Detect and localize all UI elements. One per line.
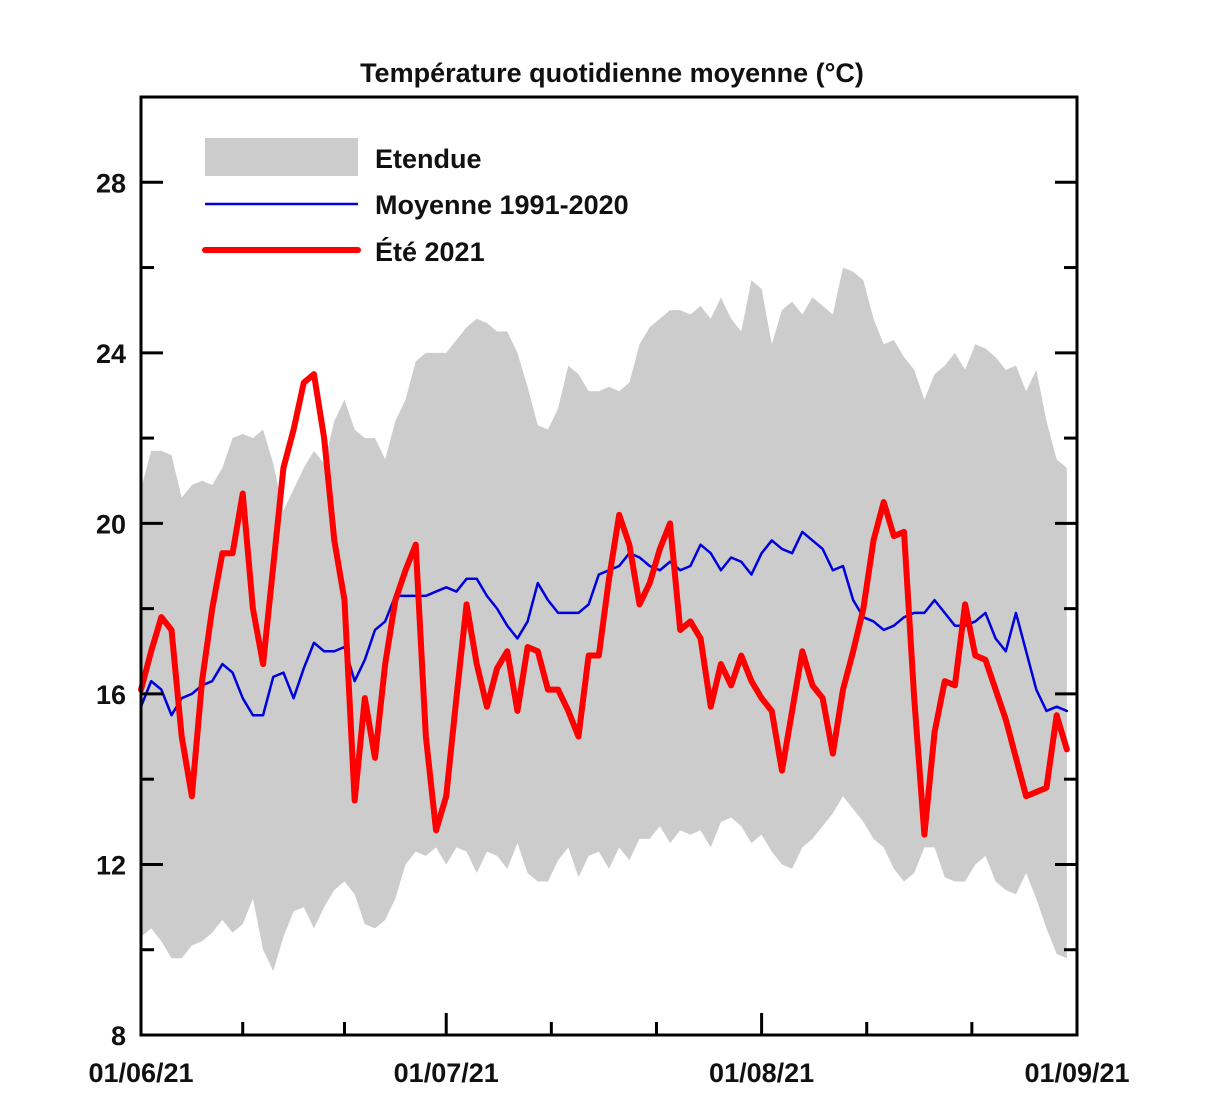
y-tick-label: 8 [111,1021,126,1051]
moyenne-1991-2020-line [139,530,1069,717]
y-tick-label: 16 [96,680,126,710]
x-tick-label: 01/06/21 [88,1058,193,1088]
legend-label-moyenne: Moyenne 1991-2020 [375,190,629,220]
axis-ticks: 8 12 16 20 24 28 01/06/21 01/07/21 01/08/21 01/09… [88,95,1130,1088]
plot-area [138,267,1070,972]
x-tick-label: 01/09/21 [1024,1058,1129,1088]
legend-label-ete: Été 2021 [375,236,485,267]
plot-frame [139,95,1079,1037]
legend: Etendue Moyenne 1991-2020 Été 2021 [202,138,629,267]
y-tick-label: 12 [96,850,126,880]
chart-title: Température quotidienne moyenne (°C) [360,58,864,88]
x-tick-label: 01/07/21 [394,1058,499,1088]
ete-2021-line [138,371,1070,838]
y-tick-label: 24 [96,339,126,369]
legend-swatch-etendue [205,138,358,176]
x-tick-label: 01/08/21 [709,1058,814,1088]
y-tick-label: 28 [96,168,126,198]
y-tick-label: 20 [96,509,126,539]
legend-label-etendue: Etendue [375,144,482,174]
